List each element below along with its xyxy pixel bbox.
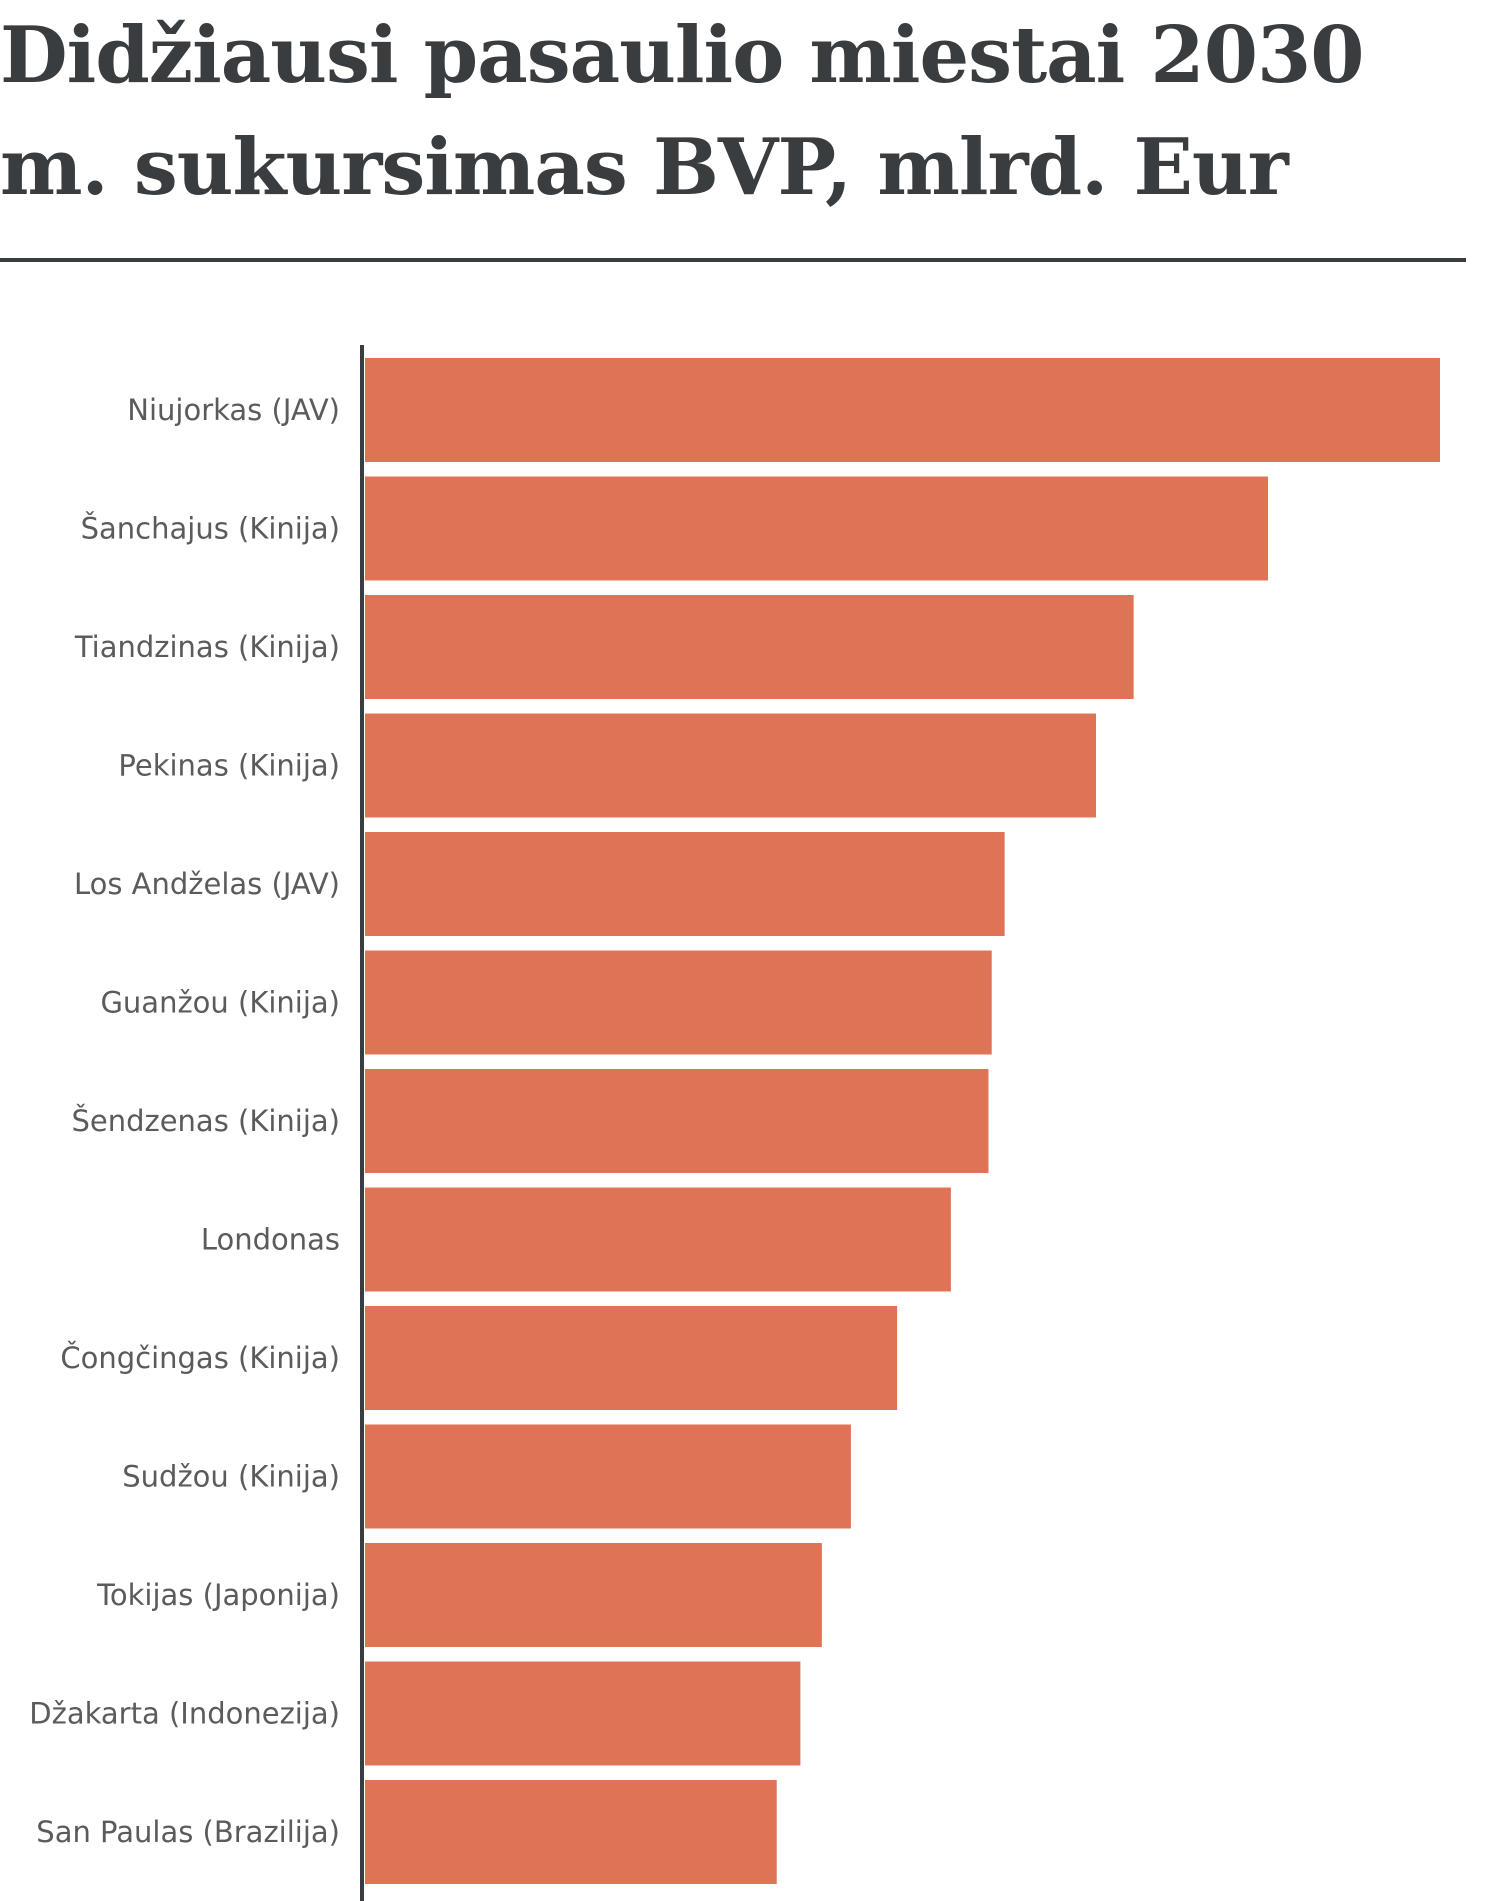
category-label: Šanchajus (Kinija) bbox=[81, 512, 340, 546]
category-label: Sudžou (Kinija) bbox=[122, 1460, 340, 1494]
category-label: Los Andželas (JAV) bbox=[74, 867, 340, 901]
category-label: Tiandzinas (Kinija) bbox=[74, 630, 340, 664]
bar-13 bbox=[365, 1780, 777, 1884]
bar-5 bbox=[365, 832, 1005, 936]
category-label: Tokijas (Japonija) bbox=[96, 1578, 340, 1612]
category-label: Šendzenas (Kinija) bbox=[71, 1104, 340, 1138]
category-label: Pekinas (Kinija) bbox=[118, 749, 340, 783]
bar-8 bbox=[365, 1187, 951, 1292]
bar-11 bbox=[365, 1543, 822, 1647]
title-divider bbox=[0, 258, 1466, 262]
bar-7 bbox=[365, 1069, 989, 1173]
bar-1 bbox=[365, 358, 1440, 462]
bar-6 bbox=[365, 950, 992, 1055]
category-label: Londonas bbox=[201, 1223, 340, 1257]
bar-3 bbox=[365, 595, 1134, 699]
bar-4 bbox=[365, 713, 1096, 818]
category-label: Džakarta (Indonezija) bbox=[29, 1697, 340, 1731]
bar-10 bbox=[365, 1424, 851, 1529]
category-label: San Paulas (Brazilija) bbox=[36, 1815, 340, 1849]
bar-12 bbox=[365, 1661, 801, 1766]
category-label: Niujorkas (JAV) bbox=[127, 393, 340, 427]
category-label: Guanžou (Kinija) bbox=[100, 986, 340, 1020]
chart-title: Didžiausi pasaulio miestai 2030 m. sukur… bbox=[0, 10, 1365, 213]
category-label: Čongčingas (Kinija) bbox=[60, 1341, 340, 1375]
bar-9 bbox=[365, 1306, 898, 1410]
bar-chart: Niujorkas (JAV) Šanchajus (Kinija) Tiandzi… bbox=[29, 345, 1440, 1901]
bar-2 bbox=[365, 476, 1268, 581]
